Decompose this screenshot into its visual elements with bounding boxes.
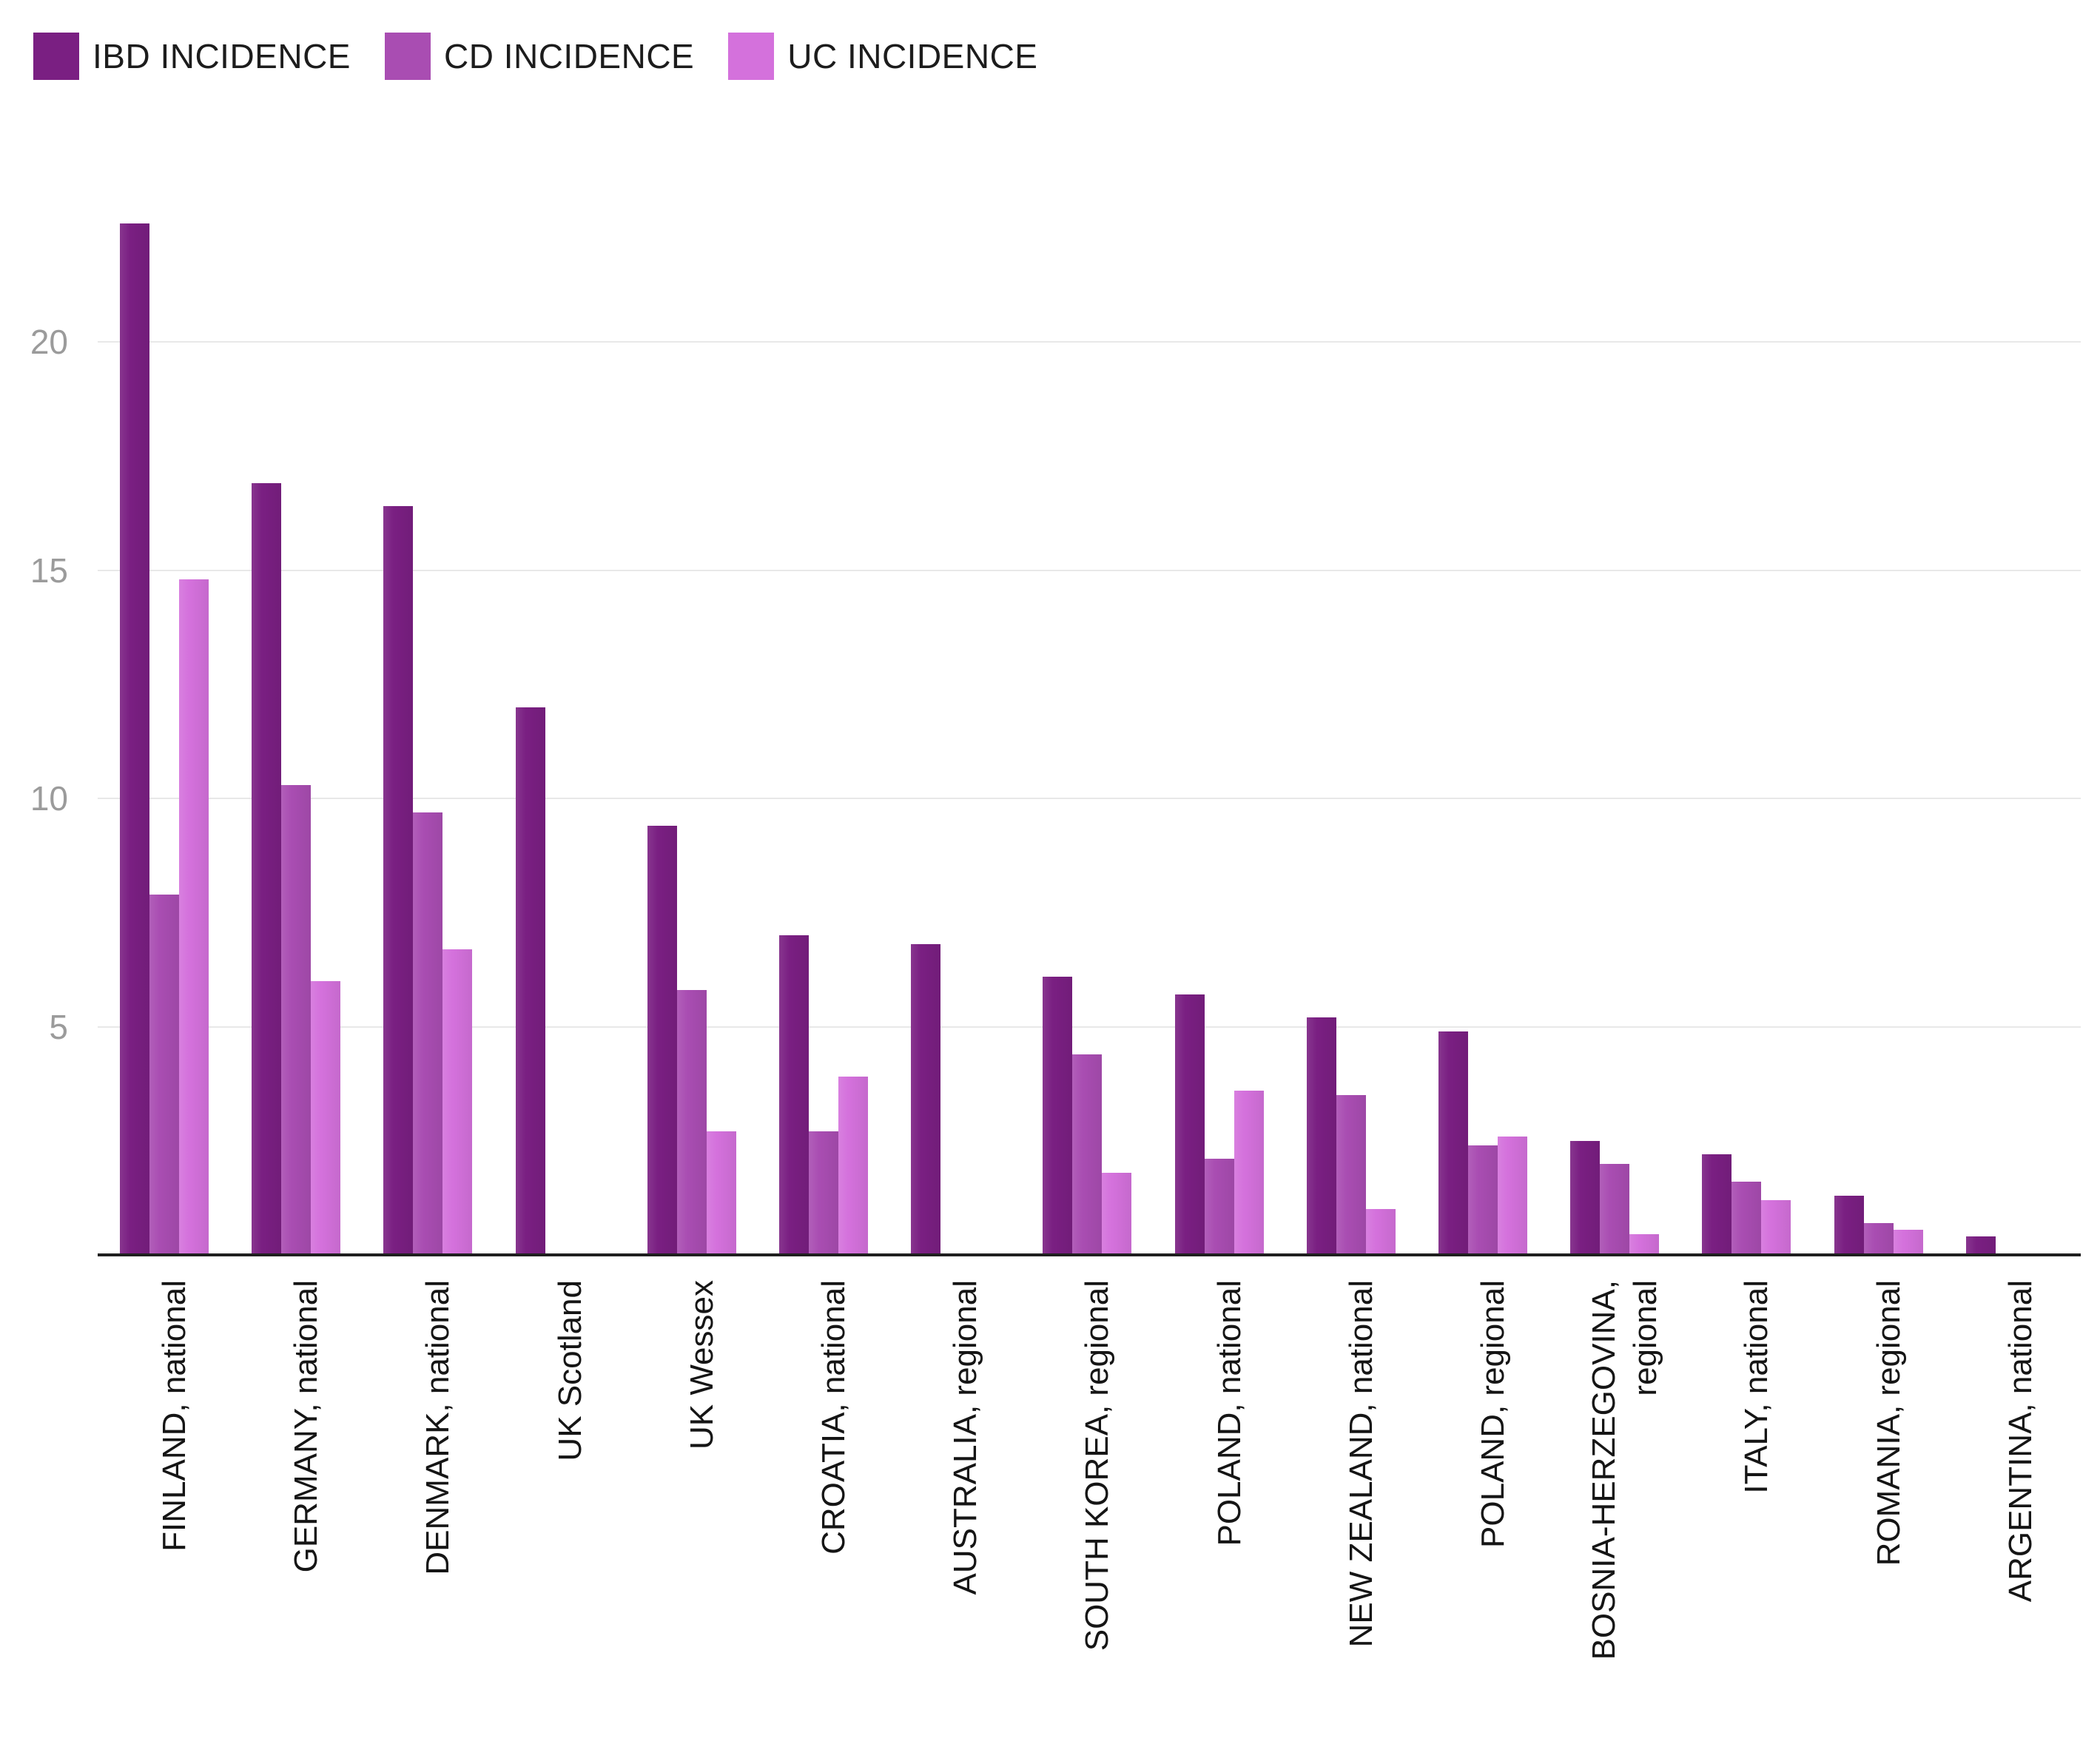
bar-cd-8 (1204, 1159, 1234, 1255)
gridline-5 (98, 1026, 2081, 1028)
legend-label-uc: UC INCIDENCE (787, 37, 1038, 75)
x-axis-label-11: BOSNIA-HERZEGOVINA, regional (1586, 1280, 1664, 1660)
bar-ibd-14 (1965, 1236, 1996, 1255)
x-axis-label-10: POLAND, regional (1475, 1280, 1511, 1548)
bar-ibd-6 (911, 944, 941, 1255)
x-axis-label-12: ITALY, national (1738, 1280, 1775, 1494)
bar-ibd-1 (252, 483, 282, 1255)
x-axis-label-0: FINLAND, national (156, 1280, 192, 1552)
bar-cd-4 (676, 990, 707, 1255)
x-axis-label-14: ARGENTINA, national (2002, 1280, 2039, 1603)
bar-uc-8 (1234, 1090, 1264, 1255)
bar-ibd-8 (1174, 994, 1205, 1255)
bar-uc-1 (311, 980, 341, 1255)
bar-uc-2 (442, 949, 473, 1255)
legend-swatch-ibd-icon (33, 33, 79, 80)
bar-cd-5 (809, 1131, 838, 1255)
y-axis-tick-label-5: 5 (49, 1007, 68, 1046)
bar-uc-10 (1498, 1136, 1527, 1255)
bar-cd-13 (1863, 1222, 1894, 1255)
legend-item-uc: UC INCIDENCE (728, 33, 1037, 80)
bar-ibd-4 (647, 826, 677, 1255)
x-axis-label-1: GERMANY, national (288, 1280, 325, 1573)
x-axis-label-7: SOUTH KOREA, regional (1079, 1280, 1116, 1652)
x-axis-label-6: AUSTRALIA, regional (947, 1280, 984, 1595)
legend-swatch-cd-icon (384, 33, 431, 80)
bar-uc-5 (838, 1077, 868, 1255)
bar-ibd-13 (1834, 1195, 1864, 1255)
bar-cd-11 (1600, 1163, 1630, 1255)
legend-label-ibd: IBD INCIDENCE (92, 37, 351, 75)
bar-ibd-10 (1438, 1031, 1468, 1255)
legend-swatch-uc-icon (728, 33, 775, 80)
bar-ibd-9 (1306, 1017, 1336, 1255)
bar-cd-12 (1732, 1182, 1762, 1255)
bar-uc-7 (1102, 1172, 1132, 1255)
x-axis-label-9: NEW ZEALAND, national (1342, 1280, 1379, 1648)
gridline-15 (98, 569, 2081, 571)
bar-uc-4 (706, 1131, 736, 1255)
x-axis-line (98, 1253, 2081, 1256)
bar-ibd-2 (383, 506, 414, 1255)
bar-cd-1 (281, 784, 312, 1255)
legend-item-ibd: IBD INCIDENCE (33, 33, 351, 80)
x-axis-label-2: DENMARK, national (420, 1280, 457, 1575)
bar-cd-7 (1072, 1054, 1103, 1255)
y-axis-tick-label-20: 20 (30, 323, 68, 361)
y-axis-tick-label-10: 10 (30, 779, 68, 818)
x-axis-label-4: UK Wessex (683, 1280, 720, 1450)
bar-cd-2 (413, 812, 443, 1255)
gridline-10 (98, 798, 2081, 799)
bar-uc-0 (179, 579, 209, 1255)
bar-ibd-7 (1043, 976, 1073, 1255)
bar-cd-9 (1336, 1095, 1366, 1255)
bar-uc-9 (1365, 1209, 1396, 1255)
bar-uc-12 (1761, 1200, 1791, 1255)
x-axis-label-8: POLAND, national (1211, 1280, 1248, 1546)
bar-ibd-12 (1702, 1154, 1732, 1255)
legend-item-cd: CD INCIDENCE (384, 33, 695, 80)
y-axis-tick-label-15: 15 (30, 551, 68, 590)
bar-cd-10 (1468, 1145, 1498, 1255)
legend-label-cd: CD INCIDENCE (443, 37, 695, 75)
x-axis-label-5: CROATIA, national (815, 1280, 852, 1555)
bar-uc-11 (1629, 1234, 1660, 1255)
bar-ibd-11 (1570, 1140, 1601, 1256)
chart-legend: IBD INCIDENCE CD INCIDENCE UC INCIDENCE (33, 33, 1071, 80)
gridline-20 (98, 341, 2081, 343)
bar-uc-13 (1893, 1230, 1923, 1255)
bar-cd-0 (149, 894, 179, 1255)
x-axis-label-3: UK Scotland (551, 1280, 588, 1461)
x-axis-label-13: ROMANIA, regional (1870, 1280, 1907, 1566)
bar-ibd-0 (120, 223, 149, 1255)
bar-ibd-3 (515, 707, 545, 1255)
bar-ibd-5 (779, 935, 809, 1255)
